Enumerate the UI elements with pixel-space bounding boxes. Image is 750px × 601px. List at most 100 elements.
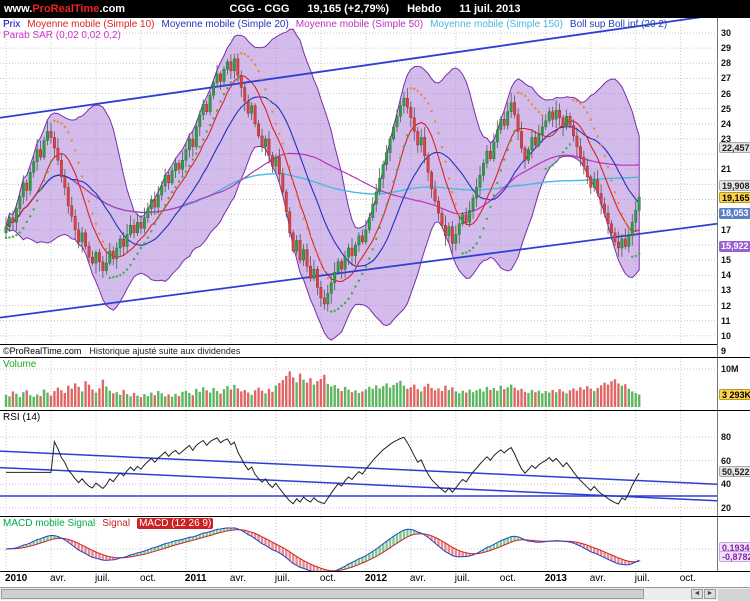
legend-volume[interactable]: Volume <box>3 359 36 370</box>
price-badge: 19,908 <box>719 180 750 191</box>
price-tick: 29 <box>721 43 731 53</box>
legend-mm150[interactable]: Moyenne mobile (Simple 150) <box>430 19 563 30</box>
legend-macd-signal[interactable]: Signal <box>102 518 130 529</box>
instrument-name: CGG - CGG <box>230 3 290 15</box>
rsi-tick: 80 <box>721 432 731 442</box>
quarter-gridlines <box>6 411 681 516</box>
price-tick: 25 <box>721 104 731 114</box>
time-axis-label: juil. <box>635 573 650 584</box>
time-axis-label: 2010 <box>5 573 27 584</box>
legend-mm10[interactable]: Moyenne mobile (Simple 10) <box>27 19 154 30</box>
scroll-right-button[interactable]: ► <box>704 589 716 599</box>
price-legend-row-2: Parab SAR (0,02 0,02 0,2) <box>3 30 128 41</box>
resize-corner <box>718 589 750 601</box>
volume-axis: 10M 3 293K <box>717 358 750 410</box>
rsi-badge: 50,522 <box>719 466 750 477</box>
price-tick: 28 <box>721 58 731 68</box>
volume-tick: 10M <box>721 364 739 374</box>
price-tick: 21 <box>721 164 731 174</box>
legend-mm50[interactable]: Moyenne mobile (Simple 50) <box>296 19 423 30</box>
time-axis-label: 2013 <box>545 573 567 584</box>
volume-legend: Volume <box>3 359 43 370</box>
rsi-trendlines <box>0 451 717 501</box>
price-tick: 14 <box>721 270 731 280</box>
time-axis-label: juil. <box>95 573 110 584</box>
price-tick: 17 <box>721 225 731 235</box>
site-brand: ProRealTime <box>32 3 99 15</box>
macd-legend: MACD mobile Signal Signal MACD (12 26 9) <box>3 518 220 529</box>
price-tick: 30 <box>721 28 731 38</box>
price-tick: 10 <box>721 331 731 341</box>
horizontal-scrollbar[interactable]: ◄ ► <box>0 587 750 600</box>
date-label: 11 juil. 2013 <box>459 3 520 15</box>
volume-badge: 3 293K <box>719 389 750 400</box>
price-tick: 9 <box>721 346 726 356</box>
price-tick: 11 <box>721 316 731 326</box>
time-axis-label: avr. <box>590 573 606 584</box>
price-badge: 19,165 <box>719 192 750 203</box>
time-axis-label: avr. <box>50 573 66 584</box>
price-chart-canvas[interactable] <box>0 18 717 357</box>
macd-histogram <box>5 528 641 571</box>
time-axis-label: juil. <box>275 573 290 584</box>
copyright-note: Historique ajusté suite aux dividendes <box>89 346 240 356</box>
legend-prix[interactable]: Prix <box>3 19 20 30</box>
time-axis: 2010 avr. juil. oct. 2011 avr. juil. oct. 2012 av… <box>0 571 750 587</box>
copyright-brand: ©ProRealTime.com <box>3 346 81 356</box>
rsi-tick: 20 <box>721 503 731 513</box>
price-badge: 18,053 <box>719 208 750 219</box>
macd-value-axis: 0,1934-0,8782 <box>717 517 750 571</box>
time-axis-label: 2011 <box>185 573 207 584</box>
volume-chart-canvas[interactable] <box>0 358 717 410</box>
price-tick: 13 <box>721 285 731 295</box>
time-axis-label: oct. <box>500 573 516 584</box>
rsi-tick: 40 <box>721 479 731 489</box>
volume-bars <box>5 371 641 407</box>
time-axis-label: juil. <box>455 573 470 584</box>
rsi-panel: RSI (14) 80 60 40 20 50,522 <box>0 410 750 516</box>
price-panel: Prix Moyenne mobile (Simple 10) Moyenne mo… <box>0 18 750 357</box>
volume-panel: Volume 10M 3 293K <box>0 357 750 410</box>
legend-macd-params[interactable]: MACD (12 26 9) <box>137 518 213 529</box>
rsi-tick: 60 <box>721 456 731 466</box>
scroll-left-button[interactable]: ◄ <box>691 589 703 599</box>
time-axis-label: oct. <box>680 573 696 584</box>
scrollbar-thumb[interactable] <box>1 589 644 599</box>
macd-panel: MACD mobile Signal Signal MACD (12 26 9) 0… <box>0 516 750 571</box>
time-axis-label: oct. <box>320 573 336 584</box>
price-legend-row-1: Prix Moyenne mobile (Simple 10) Moyenne mo… <box>3 19 674 30</box>
topbar: www.ProRealTime.com CGG - CGG 19,165 (+2,… <box>0 0 750 18</box>
rsi-chart-canvas[interactable] <box>0 411 717 516</box>
price-tick: 26 <box>721 89 731 99</box>
rsi-line <box>6 437 639 504</box>
site-logo[interactable]: www.ProRealTime.com <box>4 0 125 18</box>
macd-signal-line <box>6 530 639 571</box>
timeframe-label: Hebdo <box>407 3 441 15</box>
legend-bollinger[interactable]: Boll sup Boll inf (20 2) <box>570 19 667 30</box>
time-axis-label: oct. <box>140 573 156 584</box>
legend-rsi[interactable]: RSI (14) <box>3 412 40 423</box>
legend-parab-sar[interactable]: Parab SAR (0,02 0,02 0,2) <box>3 30 121 41</box>
price-tick: 27 <box>721 73 731 83</box>
price-tick: 12 <box>721 301 731 311</box>
price-tick: 15 <box>721 255 731 265</box>
time-axis-label: avr. <box>230 573 246 584</box>
price-tick: 24 <box>721 119 731 129</box>
rsi-legend: RSI (14) <box>3 412 47 423</box>
rsi-axis: 80 60 40 20 50,522 <box>717 411 750 516</box>
site-prefix: www. <box>4 3 32 15</box>
time-axis-label: 2012 <box>365 573 387 584</box>
last-price-text: 19,165 (+2,79%) <box>307 3 389 15</box>
copyright-bar: ©ProRealTime.com Historique ajusté suite … <box>0 344 717 357</box>
price-badge: 22,457 <box>719 142 750 153</box>
time-axis-label: avr. <box>410 573 426 584</box>
legend-macd-mobile[interactable]: MACD mobile Signal <box>3 518 95 529</box>
legend-mm20[interactable]: Moyenne mobile (Simple 20) <box>162 19 289 30</box>
macd-line <box>6 528 639 571</box>
price-badge: 15,922 <box>719 241 750 252</box>
site-suffix: .com <box>99 3 125 15</box>
macd-badge: -0,8782 <box>719 551 750 562</box>
chart-title-block: CGG - CGG 19,165 (+2,79%) Hebdo 11 juil. 20… <box>221 0 530 18</box>
